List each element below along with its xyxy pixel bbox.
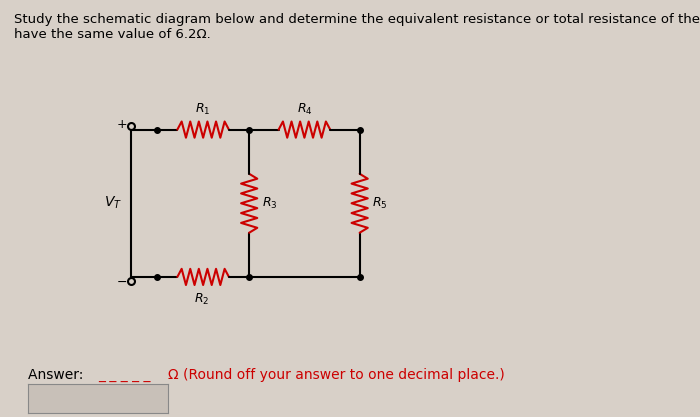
Text: $R_1$: $R_1$ [195,102,211,117]
Text: −: − [117,276,127,289]
Text: $R_4$: $R_4$ [297,102,312,117]
Text: Ω (Round off your answer to one decimal place.): Ω (Round off your answer to one decimal … [168,368,505,382]
Text: +: + [117,118,127,131]
Text: $R_3$: $R_3$ [262,196,277,211]
Text: $V_T$: $V_T$ [104,195,122,211]
Text: _ _ _ _ _: _ _ _ _ _ [98,368,150,382]
Text: Answer:: Answer: [28,368,88,382]
Text: Study the schematic diagram below and determine the equivalent resistance or tot: Study the schematic diagram below and de… [14,13,700,40]
Text: $R_5$: $R_5$ [372,196,388,211]
Text: $R_2$: $R_2$ [194,291,209,306]
